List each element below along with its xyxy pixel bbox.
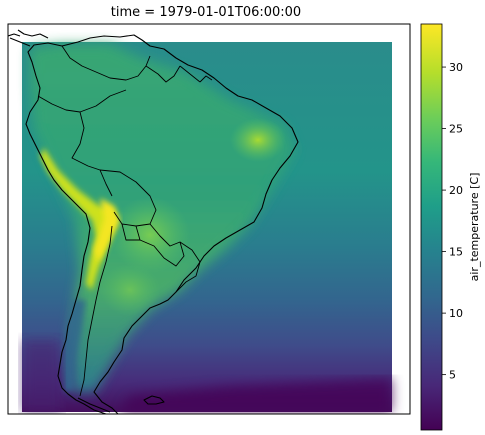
coastlines: [8, 24, 299, 414]
colorbar-tick-label: 10: [449, 307, 463, 320]
border-colombia-venezuela: [61, 45, 151, 81]
colorbar-tick-label: 5: [449, 369, 456, 382]
field-southwest-ocean-cold: [22, 340, 62, 412]
border-paraguay: [135, 223, 185, 267]
temperature-field: [22, 42, 392, 412]
field-hotspot-northeast: [230, 118, 286, 162]
chart-title: time = 1979-01-01T06:00:00: [111, 5, 301, 20]
south-america-coastline: [25, 34, 299, 414]
colorbar-bar: [420, 23, 443, 431]
colorbar-label: air_temperature [C]: [468, 173, 481, 282]
map-frame: [7, 23, 411, 415]
field-hotspot-chaco: [110, 197, 190, 273]
field-andes-peak: [94, 198, 120, 262]
tierra-del-fuego: [77, 397, 111, 413]
colorbar-tick-label: 20: [449, 184, 463, 197]
caribbean-islands: [8, 24, 78, 37]
falkland-islands: [143, 395, 165, 405]
border-chile-argentina: [79, 225, 113, 397]
colorbar-tick-label: 15: [449, 246, 463, 259]
colorbar-tick-label: 30: [449, 61, 463, 74]
border-venezuela-guyana: [145, 65, 181, 83]
border-bolivia: [99, 169, 157, 227]
colorbar-tick-label: 25: [449, 123, 463, 136]
border-argentina-north: [121, 223, 140, 241]
central-america-coast: [9, 29, 49, 47]
border-guyanas: [179, 65, 213, 83]
field-patagonia-cool: [62, 300, 86, 392]
colorbar: 5 10 15 20 25 30 air_temperature [C]: [420, 23, 481, 431]
field-southern-ocean-cold: [120, 378, 392, 412]
country-borders: [37, 45, 213, 397]
border-peru-brazil: [71, 111, 113, 197]
colorbar-ticks: 5 10 15 20 25 30: [442, 61, 463, 382]
border-brazil-argentina-uruguay: [175, 241, 201, 293]
field-hotspot-gran-chaco: [100, 264, 160, 316]
map-axes: [8, 24, 392, 414]
